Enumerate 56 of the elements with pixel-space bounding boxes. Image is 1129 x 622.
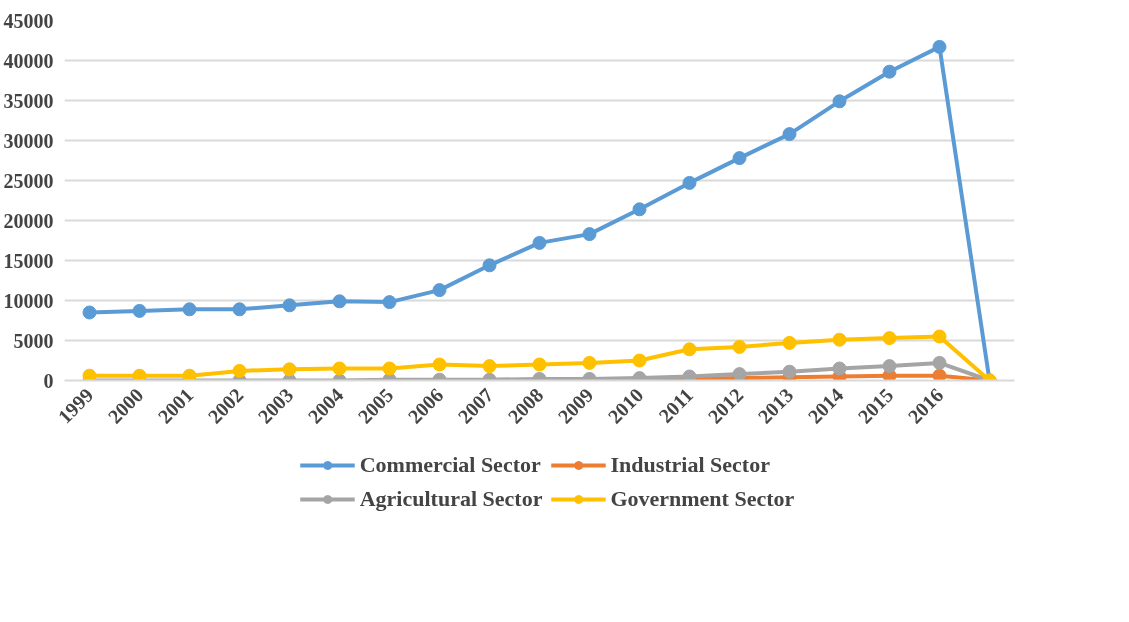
point [132, 368, 147, 381]
y-tick-label: 30000 [3, 129, 54, 152]
point [232, 363, 247, 378]
point [932, 355, 947, 370]
point [882, 359, 897, 374]
point [82, 305, 97, 320]
point [282, 298, 297, 313]
point [182, 368, 197, 381]
point [832, 94, 847, 109]
point [182, 302, 197, 317]
point [482, 258, 497, 273]
point [732, 367, 747, 381]
point [232, 302, 247, 317]
point [532, 235, 547, 250]
point [332, 361, 347, 376]
point [782, 335, 797, 350]
point [482, 359, 497, 374]
point [382, 295, 397, 310]
point [682, 175, 697, 190]
point [782, 127, 797, 142]
legend-label: Industrial Sector [610, 452, 770, 478]
y-tick-label: 45000 [3, 9, 54, 32]
point [532, 357, 547, 372]
point [732, 339, 747, 354]
point [832, 332, 847, 347]
point [132, 303, 147, 318]
point [82, 368, 97, 381]
legend-label: Agricultural Sector [359, 486, 543, 512]
point [932, 39, 947, 54]
point [382, 361, 397, 376]
y-tick-label: 10000 [3, 289, 54, 312]
point [432, 283, 447, 298]
y-tick-label: 35000 [3, 89, 54, 112]
point [632, 202, 647, 217]
point [282, 362, 297, 377]
point [832, 361, 847, 376]
y-tick-label: 15000 [3, 249, 54, 272]
y-tick-label: 25000 [3, 169, 54, 192]
point [582, 227, 597, 242]
point [332, 294, 347, 309]
point [732, 151, 747, 166]
point [682, 342, 697, 357]
point [582, 355, 597, 370]
y-tick-label: 40000 [3, 49, 54, 72]
legend-label: Government Sector [610, 486, 795, 512]
y-tick-label: 20000 [3, 209, 54, 232]
point [882, 331, 897, 346]
point [432, 357, 447, 372]
legend-label: Commercial Sector [359, 452, 541, 478]
y-tick-label: 0 [43, 369, 54, 392]
point [932, 329, 947, 344]
point [632, 353, 647, 368]
point [882, 64, 897, 79]
y-tick-label: 5000 [13, 329, 54, 352]
point [782, 364, 797, 379]
point [932, 368, 947, 381]
